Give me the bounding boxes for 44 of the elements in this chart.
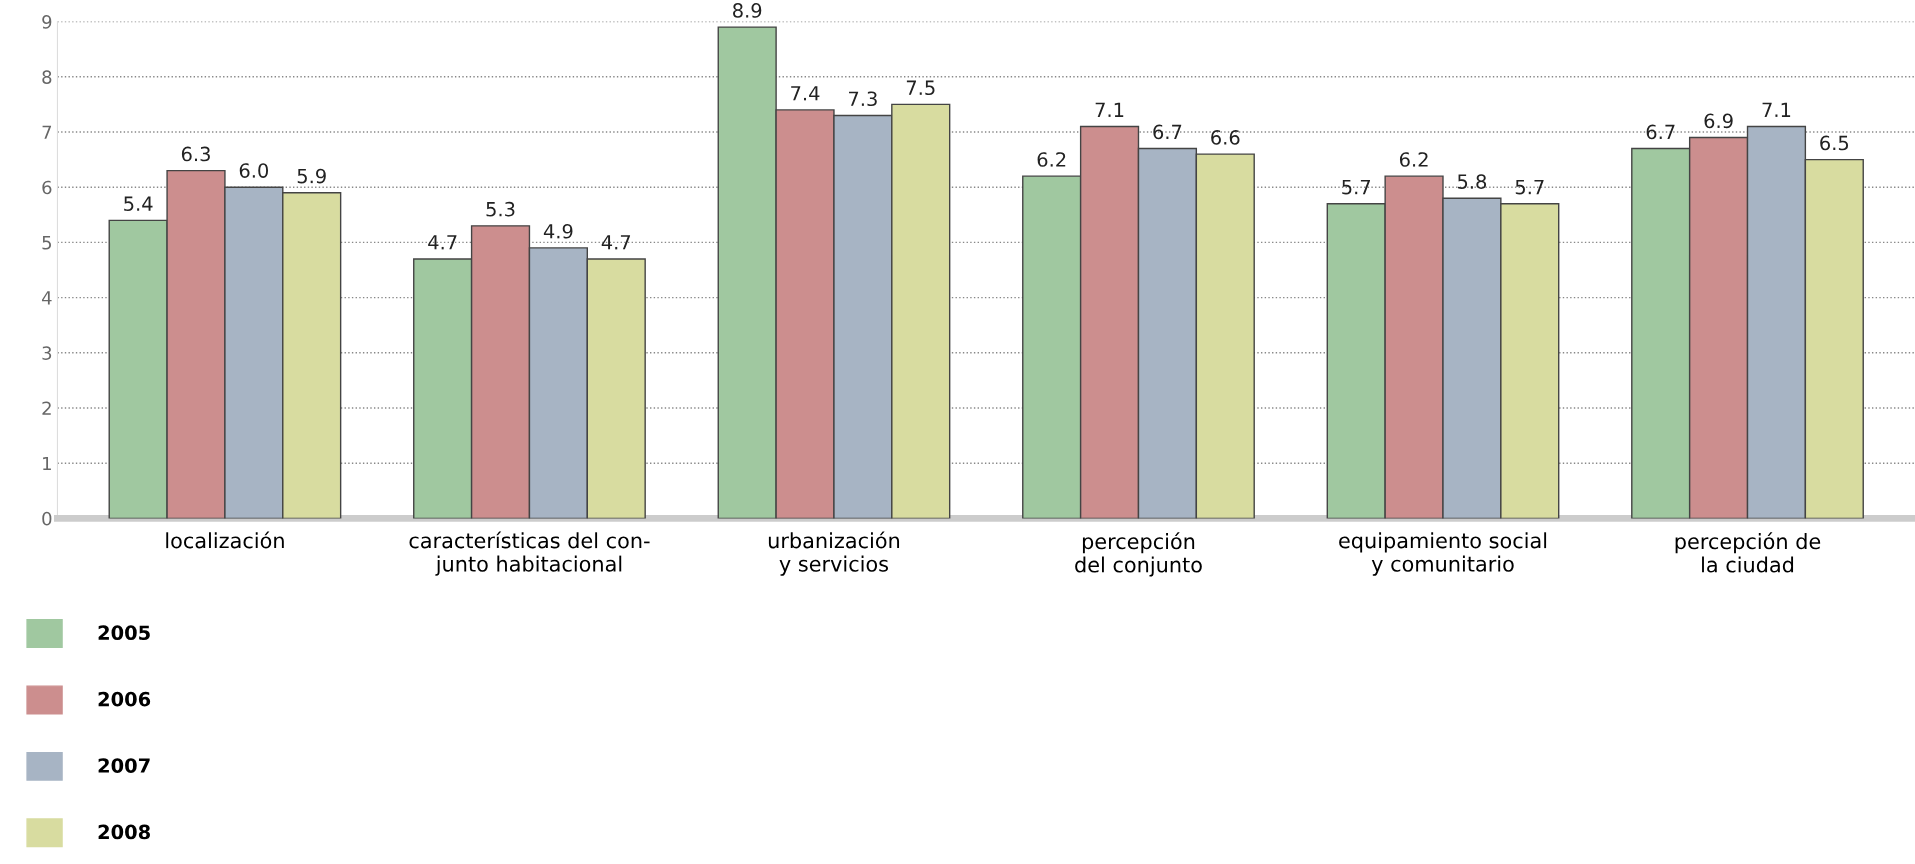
y-tick-label: 0 xyxy=(42,511,52,526)
data-label: 4.7 xyxy=(601,235,631,250)
x-tick-label: localización xyxy=(166,531,284,549)
data-label: 4.9 xyxy=(543,223,573,239)
data-label: 6.2 xyxy=(1399,152,1428,167)
data-label: 6.7 xyxy=(1153,124,1182,140)
data-label: 7.3 xyxy=(849,91,877,107)
data-label: 7.1 xyxy=(1762,102,1791,117)
data-label: 5.7 xyxy=(1342,179,1371,195)
legend-label: 2005 xyxy=(98,625,150,641)
legend-label: 2006 xyxy=(98,691,151,707)
x-tick-label: urbanización y servicios xyxy=(768,531,900,576)
data-label: 6.9 xyxy=(1704,113,1733,129)
x-tick-label: percepción de la ciudad xyxy=(1675,532,1821,573)
data-label: 5.3 xyxy=(486,201,515,217)
data-label: 5.7 xyxy=(1515,179,1544,195)
x-tick-label: características del con- junto habitacional xyxy=(409,531,650,576)
data-label: 7.4 xyxy=(791,86,820,101)
data-label: 5.8 xyxy=(1457,174,1487,189)
y-tick-label: 4 xyxy=(41,291,52,305)
data-label: 6.6 xyxy=(1211,130,1240,145)
data-label: 5.9 xyxy=(297,168,326,184)
data-label: 6.5 xyxy=(1820,135,1849,151)
x-tick-label: equipamiento social y comunitario xyxy=(1339,532,1547,576)
y-tick-label: 8 xyxy=(42,70,52,84)
y-tick-label: 2 xyxy=(42,401,51,415)
data-label: 6.0 xyxy=(239,163,269,178)
data-label: 8.9 xyxy=(733,3,762,18)
data-label: 6.7 xyxy=(1646,124,1675,140)
legend-label: 2007 xyxy=(98,758,150,773)
y-tick-label: 6 xyxy=(42,180,52,195)
data-label: 5.4 xyxy=(124,196,153,211)
x-tick-label: percepción del conjunto xyxy=(1075,532,1202,577)
y-tick-label: 3 xyxy=(42,346,52,360)
y-tick-label: 5 xyxy=(42,236,52,250)
data-label: 6.2 xyxy=(1037,152,1066,167)
y-tick-label: 9 xyxy=(42,15,52,29)
y-tick-label: 7 xyxy=(42,125,52,139)
legend-label: 2008 xyxy=(98,824,150,840)
data-label: 6.3 xyxy=(181,146,210,162)
y-tick-label: 1 xyxy=(43,456,51,471)
data-label: 7.1 xyxy=(1095,102,1124,117)
data-label: 4.7 xyxy=(428,235,457,250)
data-label: 7.5 xyxy=(906,80,935,96)
